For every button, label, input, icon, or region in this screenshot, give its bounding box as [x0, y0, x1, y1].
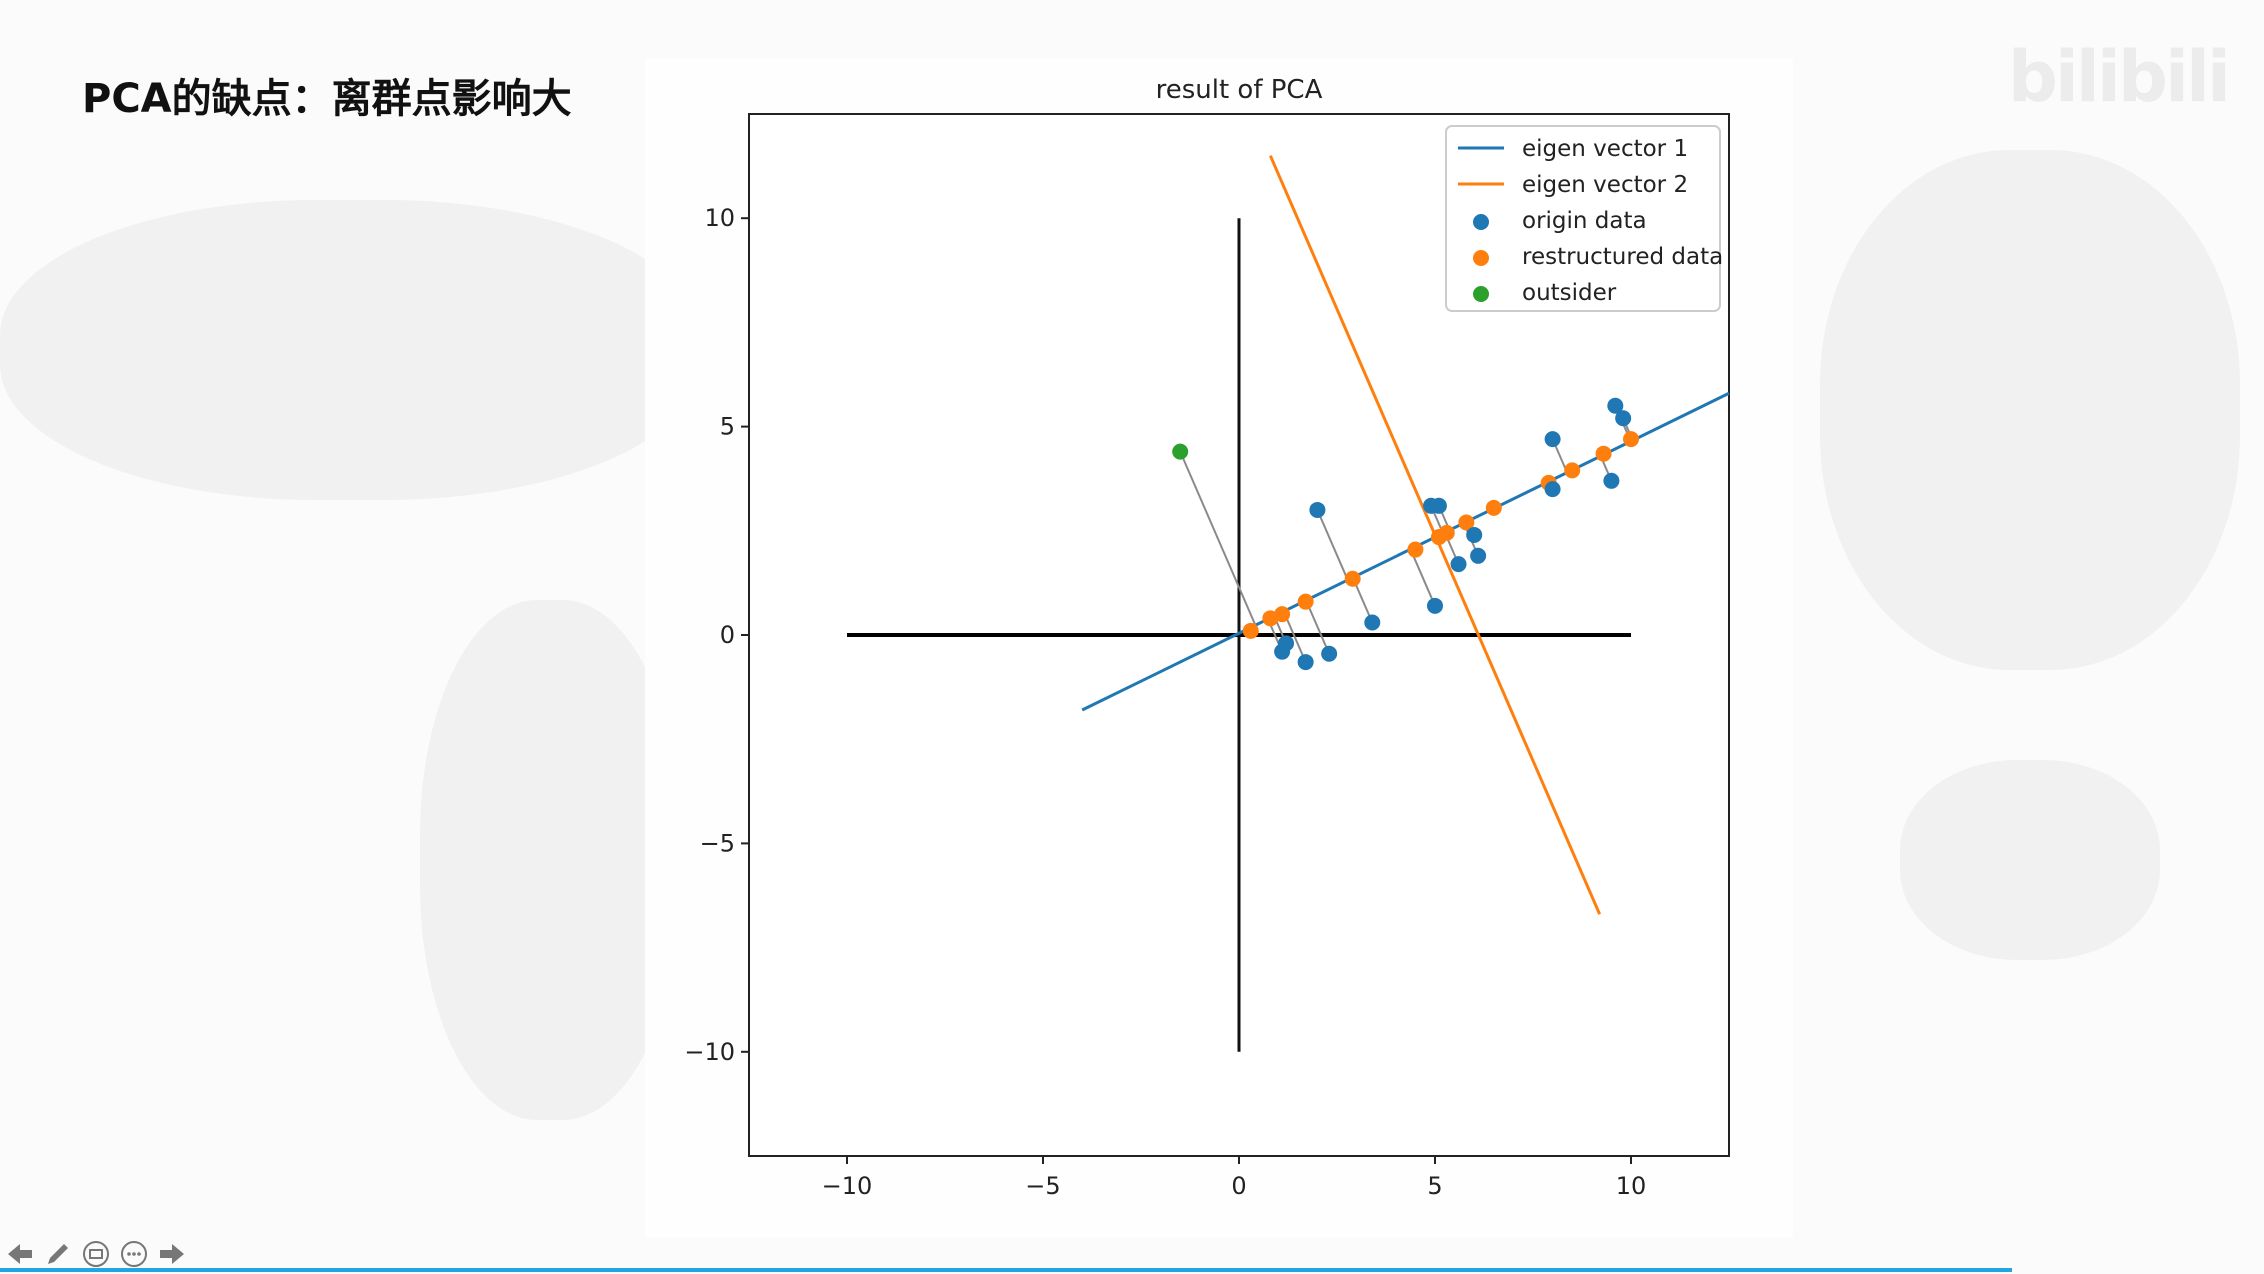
legend-label: eigen vector 2 [1522, 172, 1688, 198]
slide-title: PCA的缺点：离群点影响大 [82, 76, 572, 122]
x-tick-label: −5 [1025, 1172, 1060, 1200]
legend-swatch-dot [1473, 250, 1489, 266]
legend-box [1445, 125, 1721, 312]
outsider-point [1172, 443, 1189, 460]
more-icon[interactable] [118, 1238, 150, 1270]
origin-data-point [1430, 497, 1447, 514]
restructured-data-point [1485, 499, 1502, 516]
legend-label: outsider [1522, 280, 1617, 306]
projection-line [1410, 550, 1436, 607]
origin-data-point [1544, 481, 1561, 498]
restructured-data-point [1274, 606, 1291, 623]
x-tick-label: −10 [822, 1172, 873, 1200]
zero-axes [847, 218, 1631, 1052]
legend-label: restructured data [1522, 244, 1723, 270]
x-tick-label: 5 [1427, 1172, 1442, 1200]
pen-icon[interactable] [42, 1238, 74, 1270]
origin-data-point [1309, 501, 1326, 518]
data-points [1172, 397, 1639, 671]
projection-line [1316, 509, 1350, 582]
restructured-data-point [1297, 593, 1314, 610]
y-tick-label: −10 [684, 1038, 735, 1066]
origin-data-point [1321, 645, 1338, 662]
x-tick-label: 10 [1616, 1172, 1647, 1200]
y-tick-label: 0 [720, 621, 735, 649]
origin-data-point [1544, 431, 1561, 448]
origin-data-point [1450, 556, 1467, 573]
subtitles-icon[interactable] [80, 1238, 112, 1270]
figure-area: result of PCA −10 −5 0 5 10 −10 −5 0 5 10 eigen … [645, 58, 1793, 1238]
origin-data-point [1278, 635, 1295, 652]
y-tick-label: 5 [720, 413, 735, 441]
projection-line [1179, 451, 1257, 628]
origin-data-point [1603, 472, 1620, 489]
chart-title: result of PCA [1156, 75, 1323, 105]
legend-swatch-dot [1473, 286, 1489, 302]
y-axis-ticks: −10 −5 0 5 10 [684, 204, 749, 1066]
restructured-data-point [1564, 462, 1581, 479]
restructured-data-point [1595, 445, 1612, 462]
origin-data-point [1364, 614, 1381, 631]
pca-chart: result of PCA −10 −5 0 5 10 −10 −5 0 5 10 eigen … [684, 75, 1730, 1200]
restructured-data-point [1407, 541, 1424, 558]
legend: eigen vector 1 eigen vector 2 origin data r… [1445, 125, 1723, 312]
projection-line [1305, 601, 1331, 655]
restructured-data-point [1623, 431, 1639, 448]
y-tick-label: 10 [704, 204, 735, 232]
restructured-data-point [1242, 622, 1259, 639]
restructured-data-point [1458, 514, 1475, 531]
restructured-data-point [1344, 570, 1361, 587]
arrow-right-icon[interactable] [156, 1238, 188, 1270]
x-axis-ticks: −10 −5 0 5 10 [822, 1156, 1647, 1200]
x-tick-label: 0 [1231, 1172, 1246, 1200]
background-map-shape [420, 600, 680, 1120]
origin-data-point [1615, 410, 1632, 427]
y-tick-label: −5 [700, 829, 735, 857]
legend-label: eigen vector 1 [1522, 136, 1688, 162]
background-map-shape [1820, 150, 2240, 670]
origin-data-point [1427, 597, 1443, 614]
origin-data-point [1466, 526, 1483, 543]
progress-accent-bar [0, 1268, 2012, 1272]
background-map-shape [0, 200, 700, 500]
presentation-toolbar [4, 1238, 188, 1270]
arrow-left-icon[interactable] [4, 1238, 36, 1270]
restructured-data-point [1438, 524, 1455, 541]
eigen-vector-1-line [1081, 391, 1730, 712]
projection-line [1283, 612, 1307, 663]
origin-data-point [1607, 397, 1624, 414]
origin-data-point [1470, 547, 1487, 564]
background-map-shape [1900, 760, 2160, 960]
legend-label: origin data [1522, 208, 1647, 234]
legend-swatch-dot [1473, 214, 1489, 230]
origin-data-point [1297, 654, 1314, 671]
bilibili-watermark: bilibili [2007, 36, 2231, 118]
